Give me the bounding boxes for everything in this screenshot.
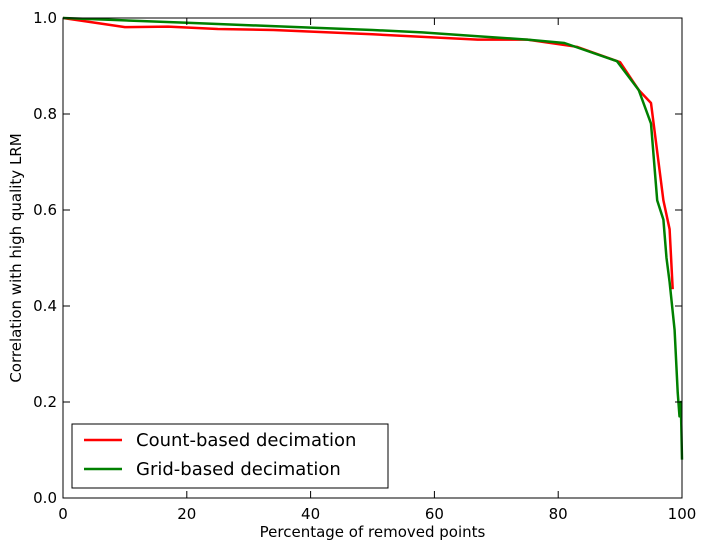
x-tick-labels: 0 20 40 60 80 100 (58, 505, 696, 523)
x-tick-label: 60 (425, 505, 444, 523)
y-tick-label: 0.2 (33, 393, 57, 411)
legend: Count-based decimation Grid-based decima… (71, 423, 389, 489)
legend-label-grid-based: Grid-based decimation (136, 459, 341, 480)
x-axis-label: Percentage of removed points (260, 523, 486, 541)
y-tick-labels: 0.0 0.2 0.4 0.6 0.8 1.0 (33, 9, 57, 507)
y-tick-label: 1.0 (33, 9, 57, 27)
plot-frame (62, 17, 683, 499)
x-tick-label: 100 (668, 505, 697, 523)
y-tick-label: 0.4 (33, 297, 57, 315)
series-line-count-based (62, 16, 674, 290)
y-axis-label: Correlation with high quality LRM (7, 133, 25, 382)
series-line-grid-based (62, 16, 684, 460)
y-tick-label: 0.6 (33, 201, 57, 219)
x-tick-label: 80 (549, 505, 568, 523)
y-tick-label: 0.8 (33, 105, 57, 123)
legend-label-count-based: Count-based decimation (136, 430, 356, 451)
x-tick-label: 40 (301, 505, 320, 523)
x-tick-label: 20 (177, 505, 196, 523)
plot-lines (62, 16, 684, 460)
legend-box (71, 423, 389, 489)
x-tick-label: 0 (58, 505, 68, 523)
y-tick-label: 0.0 (33, 489, 57, 507)
